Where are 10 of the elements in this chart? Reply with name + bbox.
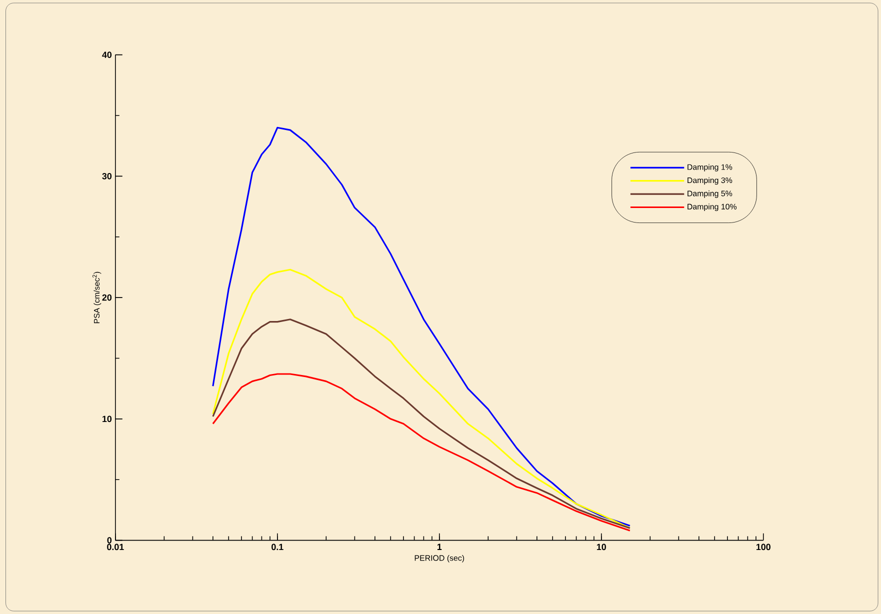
y-tick-label: 0 (107, 537, 112, 544)
y-tick-label: 10 (102, 416, 112, 422)
y-tick-label: 20 (102, 294, 112, 301)
y-tick-label: 40 (102, 52, 112, 58)
x-tick-label: 0.1 (272, 544, 284, 550)
x-tick-label: 1 (437, 544, 442, 550)
y-tick-label: 30 (102, 172, 112, 180)
x-tick-label: 100 (756, 544, 770, 550)
x-tick-label: 10 (596, 544, 606, 550)
x-tick-label: 0.01 (107, 544, 124, 550)
